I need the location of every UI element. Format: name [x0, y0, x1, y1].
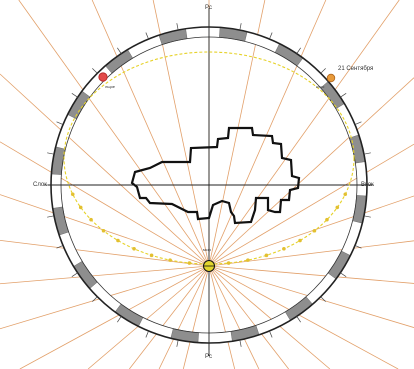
sun-position-dot [264, 253, 269, 258]
sun-ray [87, 265, 210, 369]
sun-ray [208, 265, 260, 369]
ring-tick [71, 93, 78, 98]
sun-ray [0, 141, 210, 267]
ring-tick [145, 32, 149, 40]
sun-position-dot [168, 258, 172, 262]
sun-position-dot [78, 205, 83, 210]
sun-position-dot [246, 258, 250, 262]
date-label: 21 Сентября [338, 66, 373, 72]
south-label: Рс [205, 354, 212, 360]
sun-position-dot [298, 238, 302, 243]
ring-tick [340, 93, 347, 98]
ring-tick [47, 215, 55, 218]
ring-tick [117, 47, 122, 54]
sun-position-dot [70, 192, 75, 197]
sun-position-dot [312, 228, 317, 233]
sun-ray [208, 265, 414, 284]
sun-path-curve [63, 51, 355, 265]
ring-tick [56, 121, 64, 125]
sun-position-dot [282, 246, 286, 251]
sun-ray [0, 265, 210, 285]
ring-tick [176, 339, 179, 347]
sun-position-dot [343, 192, 348, 197]
ring-tick [363, 152, 371, 155]
ring-tick [145, 330, 149, 338]
sun-ray [18, 0, 210, 267]
sun-position-dot [116, 238, 120, 243]
ring-tick [71, 272, 78, 277]
sunset-note: клсо [316, 84, 325, 89]
east-label: Вкок [361, 182, 374, 188]
ring-tick [56, 245, 64, 249]
sun-ray [91, 0, 210, 267]
sun-ray [208, 143, 414, 267]
sun-position-dot [187, 261, 192, 265]
sun-ray [208, 265, 289, 369]
ring-tick [296, 47, 301, 54]
ring-tick [239, 23, 242, 31]
sun-ray [208, 265, 399, 369]
ring-tick [269, 330, 273, 338]
ring-tick [354, 245, 362, 249]
center-note: мсф [203, 247, 212, 252]
ring-tick [354, 121, 362, 125]
ring-tick [176, 23, 179, 31]
sun-ray [208, 77, 414, 267]
sun-ray [129, 265, 210, 369]
sun-ray [208, 265, 236, 369]
sun-ray [208, 195, 414, 267]
sun-ray [208, 0, 327, 267]
ring-tick [320, 296, 326, 302]
ring-tick [363, 215, 371, 218]
sun-position-dot [132, 246, 136, 251]
ring-tick [92, 68, 98, 74]
ring-tick [340, 272, 347, 277]
sun-ray [182, 265, 210, 369]
ring-tick [239, 339, 242, 347]
ring-tick [47, 152, 55, 155]
observer-point [203, 260, 215, 272]
axes [48, 8, 372, 356]
sun-position-dot [325, 217, 329, 222]
west-label: Слок [33, 182, 47, 188]
sun-position-dot [149, 253, 154, 258]
sun-ray [208, 265, 331, 369]
sun-ray [0, 239, 210, 267]
sun-position-dot [226, 261, 231, 265]
ring-tick [296, 316, 301, 323]
ring-tick [117, 316, 122, 323]
sunrise-note: лщое [105, 84, 116, 89]
sunrise-marker [98, 72, 108, 82]
sun-position-dot [335, 205, 340, 210]
sun-position-dot [89, 217, 93, 222]
building-outline [130, 126, 301, 225]
ring-tick [92, 296, 98, 302]
sun-position-dot [101, 228, 106, 233]
north-label: Рс [205, 5, 212, 11]
sun-ray [0, 73, 210, 267]
sun-ray [208, 240, 414, 267]
sunset-marker [326, 73, 336, 83]
ring-tick [269, 32, 273, 40]
ring-tick [320, 68, 326, 74]
sun-ray [19, 265, 210, 369]
sun-ray [158, 265, 210, 369]
